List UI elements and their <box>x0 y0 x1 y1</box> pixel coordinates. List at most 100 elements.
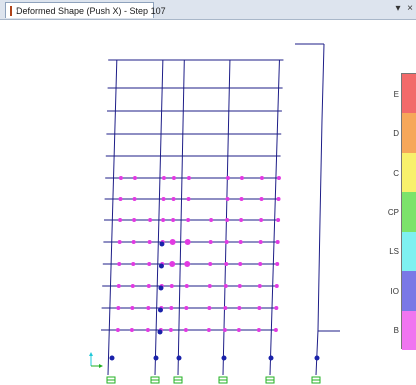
hinge-b-io-icon <box>237 284 242 288</box>
hinge-b-io-icon <box>117 240 122 244</box>
legend-label-ls: LS <box>389 247 399 257</box>
hinge-io-ls-icon <box>157 329 163 335</box>
column-line <box>315 43 325 376</box>
hinge-b-io-icon <box>115 328 120 332</box>
hinge-b-io-icon <box>171 218 176 222</box>
hinge-state-legend <box>401 73 416 350</box>
legend-label-c: C <box>393 168 399 178</box>
hinge-b-io-icon <box>169 306 174 310</box>
hinge-b-io-icon <box>131 262 136 266</box>
column-line <box>154 59 164 376</box>
hinge-b-io-icon <box>225 218 230 222</box>
hinge-b-io-icon <box>132 176 137 180</box>
column-line <box>107 59 118 376</box>
legend-label-cp: CP <box>387 207 399 217</box>
hinge-b-io-icon <box>161 176 166 180</box>
hinge-b-io-icon <box>129 328 134 332</box>
hinge-b-io-icon <box>184 284 189 288</box>
hinge-b-io-icon <box>208 240 213 244</box>
legend-label-e: E <box>393 89 399 99</box>
hinge-b-io-icon <box>224 240 229 244</box>
hinge-b-io-icon <box>130 284 135 288</box>
hinge-b-io-icon <box>257 284 262 288</box>
hinge-b-io-icon <box>118 218 123 222</box>
hinge-b-io-icon <box>275 240 280 244</box>
axis-y-arrow-icon <box>89 352 93 356</box>
hinge-b-io-icon <box>116 284 121 288</box>
document-tab-bar: Deformed Shape (Push X) - Step 107 ▾ × <box>0 0 416 20</box>
hinge-b-io-icon <box>224 262 229 266</box>
hinge-b-io-icon <box>148 218 153 222</box>
frame-members <box>101 43 340 376</box>
legend-label-d: D <box>393 129 399 139</box>
legend-band-e <box>402 74 416 114</box>
legend-label-b: B <box>393 326 399 336</box>
hinge-b-io-icon <box>256 328 261 332</box>
hinge-b-io-icon <box>225 197 230 201</box>
tab-list-dropdown-icon[interactable]: ▾ <box>395 3 401 14</box>
hinge-b-io-icon <box>118 176 123 180</box>
legend-label-io: IO <box>390 286 399 296</box>
hinge-io-ls-icon <box>159 241 165 247</box>
hinge-io-ls-icon <box>314 355 320 361</box>
hinge-b-io-icon <box>276 176 281 180</box>
hinge-b-io-icon <box>259 176 264 180</box>
hinge-b-io-icon <box>276 218 281 222</box>
hinge-b-io-icon <box>273 328 278 332</box>
hinge-b-io-icon <box>223 306 228 310</box>
hinge-b-io-icon <box>209 218 214 222</box>
hinge-b-io-icon <box>117 262 122 266</box>
legend-band-ls <box>402 231 416 272</box>
hinge-b-io-icon <box>186 197 191 201</box>
hinge-b-io-icon <box>259 218 264 222</box>
hinge-b-io-icon <box>116 306 121 310</box>
hinge-b-io-icon <box>183 328 188 332</box>
hinge-b-io-icon <box>186 176 191 180</box>
frame-model-icon <box>10 5 17 16</box>
hinge-b-io-icon <box>257 306 262 310</box>
hinge-b-io-icon <box>237 306 242 310</box>
axis-x-arrow-icon <box>99 364 103 368</box>
hinge-b-io-icon <box>118 197 123 201</box>
close-icon[interactable]: × <box>407 3 413 14</box>
hinge-b-io-icon <box>169 261 176 267</box>
hinge-b-io-icon <box>184 239 191 245</box>
hinge-b-io-icon <box>259 197 264 201</box>
hinge-b-io-icon <box>239 197 244 201</box>
hinge-b-io-icon <box>171 197 176 201</box>
column-line <box>177 59 185 376</box>
hinge-b-io-icon <box>222 328 227 332</box>
hinge-b-io-icon <box>132 197 137 201</box>
hinge-b-io-icon <box>186 218 191 222</box>
hinge-b-io-icon <box>146 306 151 310</box>
hinge-b-io-icon <box>130 306 135 310</box>
hinge-b-io-icon <box>145 328 150 332</box>
column-line <box>269 59 280 376</box>
tab-title: Deformed Shape (Push X) - Step 107 <box>16 5 166 16</box>
hinge-io-ls-icon <box>221 355 227 361</box>
legend-band-d <box>402 113 416 153</box>
hinge-b-io-icon <box>238 262 243 266</box>
hinge-b-io-icon <box>207 306 212 310</box>
hinge-b-io-icon <box>274 284 279 288</box>
hinge-b-io-icon <box>171 176 176 180</box>
hinge-io-ls-icon <box>176 355 182 361</box>
hinge-b-io-icon <box>276 197 281 201</box>
hinge-io-ls-icon <box>158 285 164 291</box>
hinge-b-io-icon <box>206 328 211 332</box>
hinge-io-ls-icon <box>268 355 274 361</box>
hinge-b-io-icon <box>208 262 213 266</box>
legend-band-cp <box>402 192 416 232</box>
hinge-b-io-icon <box>239 176 244 180</box>
hinge-b-io-icon <box>275 262 280 266</box>
model-viewport[interactable] <box>0 20 416 385</box>
hinge-b-io-icon <box>147 240 152 244</box>
hinge-b-io-icon <box>184 261 191 267</box>
hinge-b-io-icon <box>238 240 243 244</box>
hinge-io-ls-icon <box>153 355 159 361</box>
hinge-b-io-icon <box>169 284 174 288</box>
hinge-b-io-icon <box>239 218 244 222</box>
tab-deformed-shape[interactable]: Deformed Shape (Push X) - Step 107 <box>5 2 166 18</box>
column-line <box>222 59 231 376</box>
hinge-b-io-icon <box>161 218 166 222</box>
